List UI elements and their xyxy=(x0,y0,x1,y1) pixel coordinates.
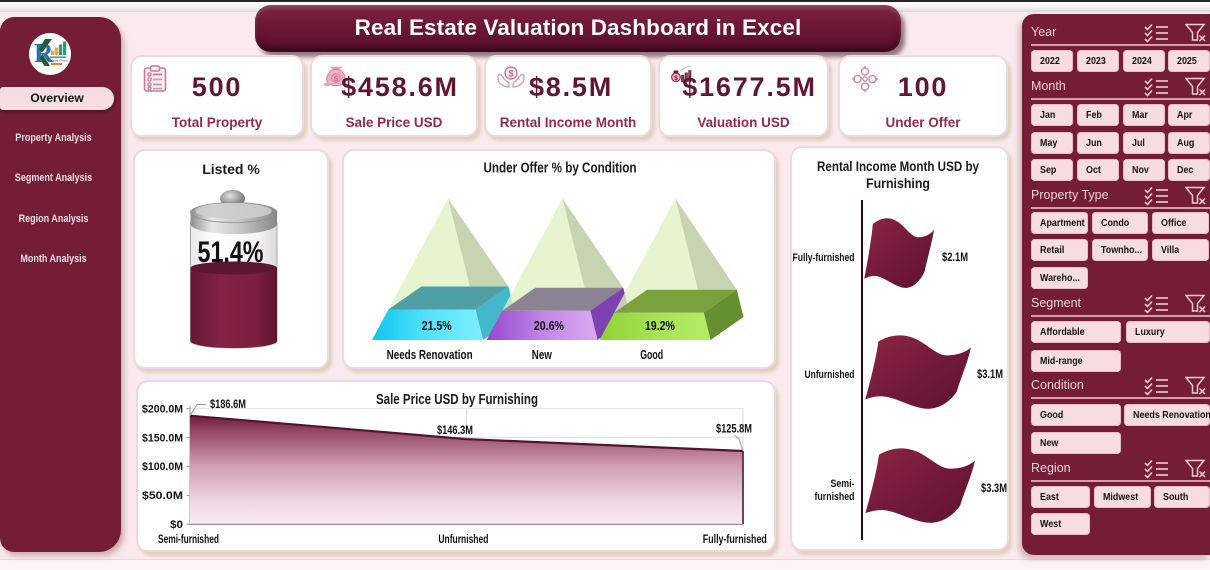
svg-text:$150.0M: $150.0M xyxy=(142,432,183,444)
svg-text:Fully-furnished: Fully-furnished xyxy=(793,252,855,264)
svg-text:Sale Price USD by Furnishing: Sale Price USD by Furnishing xyxy=(376,392,538,408)
svg-text:$0: $0 xyxy=(170,519,183,531)
svg-text:Unfurnished: Unfurnished xyxy=(805,369,855,381)
svg-text:furnished: furnished xyxy=(815,491,855,503)
svg-text:New: New xyxy=(532,347,553,362)
svg-text:Excel Charts: Excel Charts xyxy=(51,59,69,63)
svg-text:$186.6M: $186.6M xyxy=(210,399,246,411)
svg-text:Rental Income Month USD by: Rental Income Month USD by xyxy=(817,159,979,174)
svg-text:Semi-furnished: Semi-furnished xyxy=(158,534,219,546)
svg-text:R: R xyxy=(34,38,54,68)
svg-text:Good: Good xyxy=(640,347,663,362)
svg-text:$: $ xyxy=(508,68,513,78)
svg-text:$2.1M: $2.1M xyxy=(942,252,968,264)
svg-text:$3.1M: $3.1M xyxy=(977,369,1003,381)
svg-text:Needs Renovation: Needs Renovation xyxy=(387,347,473,362)
svg-text:$200.0M: $200.0M xyxy=(142,403,183,415)
svg-text:$: $ xyxy=(674,75,678,82)
svg-text:21.5%: 21.5% xyxy=(422,318,452,333)
svg-text:20.6%: 20.6% xyxy=(534,318,564,333)
svg-text:Furnishing: Furnishing xyxy=(866,176,930,191)
svg-text:Under Offer % by Condition: Under Offer % by Condition xyxy=(484,161,637,177)
svg-text:$100.0M: $100.0M xyxy=(142,461,183,473)
svg-text:Semi-: Semi- xyxy=(831,478,855,490)
svg-text:51.4%: 51.4% xyxy=(198,236,264,269)
svg-text:Unfurnished: Unfurnished xyxy=(438,534,488,546)
svg-text:$125.8M: $125.8M xyxy=(716,424,752,436)
svg-text:$: $ xyxy=(334,74,339,83)
svg-text:Fully-furnished: Fully-furnished xyxy=(703,534,767,546)
svg-text:$3.3M: $3.3M xyxy=(981,483,1007,495)
svg-text:$50.0M: $50.0M xyxy=(142,490,183,502)
svg-text:$146.3M: $146.3M xyxy=(437,425,473,437)
svg-text:19.2%: 19.2% xyxy=(645,318,675,333)
